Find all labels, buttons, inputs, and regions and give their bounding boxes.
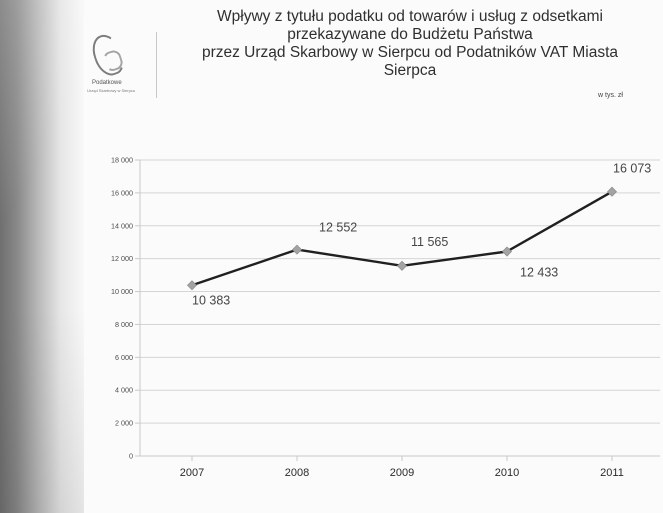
y-tick-label: 0: [129, 452, 133, 461]
unit-label: w tys. zł: [598, 92, 623, 99]
chart-title-line: Sierpca: [383, 62, 437, 79]
data-point-marker: [501, 246, 513, 257]
decorative-left-strip: [0, 0, 84, 513]
x-tick-label: 2011: [600, 467, 624, 479]
y-tick-label: 6 000: [115, 353, 133, 362]
data-label: 11 565: [411, 235, 448, 249]
chart-title-line: Wpływy z tytułu podatku od towarów i usł…: [217, 8, 603, 25]
data-label: 12 433: [520, 266, 558, 280]
y-tick-label: 12 000: [111, 254, 133, 263]
x-tick-label: 2010: [495, 467, 519, 479]
data-point-marker: [186, 280, 198, 291]
chart-title-line: przekazywane do Budżetu Państwa: [287, 26, 533, 43]
x-tick-label: 2007: [180, 467, 204, 479]
y-tick-label: 8 000: [115, 320, 133, 329]
logo-subtext: Urząd Skarbowy w Sierpcu: [87, 88, 136, 93]
y-tick-label: 2 000: [115, 419, 133, 428]
y-tick-label: 16 000: [111, 188, 133, 197]
y-tick-label: 18 000: [111, 156, 133, 165]
data-label: 10 383: [192, 293, 230, 307]
data-label: 12 552: [319, 221, 357, 235]
data-label: 16 073: [613, 162, 651, 176]
y-tick-label: 4 000: [115, 386, 133, 395]
y-tick-label: 10 000: [111, 287, 133, 296]
x-tick-label: 2009: [390, 467, 414, 479]
data-point-marker: [396, 260, 408, 271]
data-point-marker: [291, 244, 303, 255]
data-point-marker: [606, 186, 618, 197]
tax-office-logo: Podatkowe Urząd Skarbowy w Sierpcu: [84, 27, 156, 99]
logo-divider: [156, 32, 157, 98]
logo-text: Podatkowe: [92, 80, 122, 86]
chart-title: Wpływy z tytułu podatku od towarów i usł…: [160, 8, 660, 80]
x-tick-label: 2008: [285, 467, 309, 479]
chart-title-line: przez Urząd Skarbowy w Sierpcu od Podatn…: [201, 44, 619, 61]
y-tick-label: 14 000: [111, 221, 133, 230]
